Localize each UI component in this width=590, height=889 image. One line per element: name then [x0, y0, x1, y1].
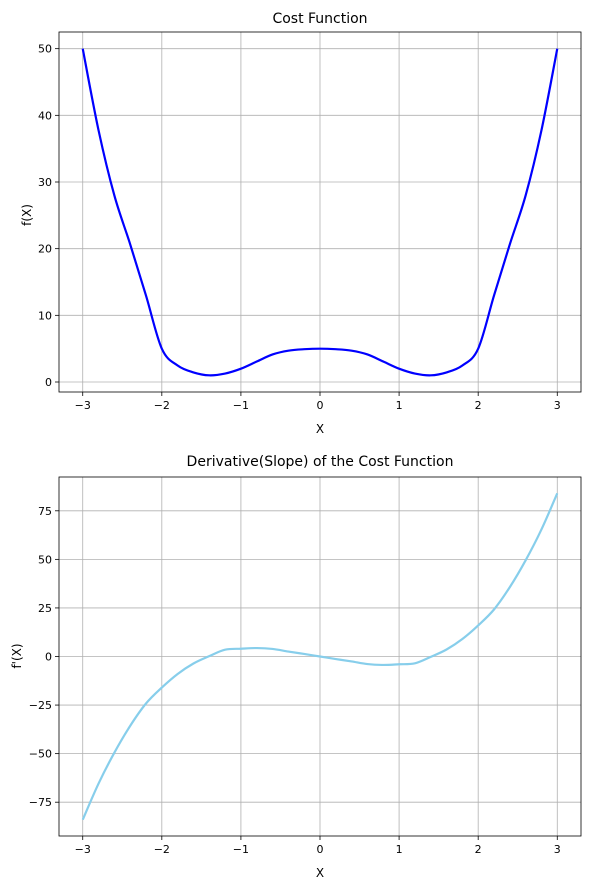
cost-function-chart: −3 −2 −1 0 1 2 3 0 10 20 30 40 50 Cost Function X f… — [20, 11, 582, 436]
cost-series-line — [81, 48, 559, 377]
cost-x-ticks: −3 −2 −1 0 1 2 3 — [75, 392, 561, 412]
cost-y-tick-label: 0 — [45, 376, 52, 389]
derivative-y-axis-label: f'(X) — [10, 643, 24, 668]
derivative-series-line — [81, 492, 559, 821]
cost-axes-frame — [58, 31, 582, 393]
cost-y-tick-label: 40 — [38, 109, 52, 122]
derivative-x-tick-label: 2 — [475, 843, 482, 856]
cost-grid — [59, 32, 581, 392]
derivative-y-tick-label: −50 — [29, 748, 52, 761]
cost-x-tick-label: 0 — [317, 399, 324, 412]
derivative-y-tick-label: 75 — [38, 505, 52, 518]
derivative-y-ticks: −75 −50 −25 0 25 50 75 — [29, 505, 59, 809]
cost-x-tick-label: 3 — [554, 399, 561, 412]
cost-y-tick-label: 10 — [38, 309, 52, 322]
derivative-y-tick-label: 50 — [38, 553, 52, 566]
cost-x-tick-label: 1 — [396, 399, 403, 412]
cost-x-axis-label: X — [316, 422, 324, 436]
cost-x-tick-label: −2 — [154, 399, 170, 412]
derivative-axes-frame — [58, 476, 582, 837]
derivative-y-tick-label: 25 — [38, 602, 52, 615]
cost-x-tick-label: −3 — [75, 399, 91, 412]
derivative-y-tick-label: −25 — [29, 699, 52, 712]
derivative-x-axis-label: X — [316, 866, 324, 880]
cost-y-tick-label: 30 — [38, 176, 52, 189]
derivative-chart: −3 −2 −1 0 1 2 3 −75 −50 −25 0 25 50 75 Derivative(S… — [10, 454, 582, 880]
cost-y-ticks: 0 10 20 30 40 50 — [38, 43, 59, 389]
derivative-plot-area — [81, 492, 559, 821]
cost-x-tick-label: −1 — [233, 399, 249, 412]
cost-x-tick-label: 2 — [475, 399, 482, 412]
derivative-x-tick-label: −2 — [154, 843, 170, 856]
derivative-chart-title: Derivative(Slope) of the Cost Function — [187, 454, 454, 470]
cost-y-tick-label: 20 — [38, 243, 52, 256]
cost-y-tick-label: 50 — [38, 43, 52, 56]
derivative-y-tick-label: 0 — [45, 651, 52, 664]
cost-chart-title: Cost Function — [272, 11, 367, 27]
derivative-x-tick-label: 0 — [317, 843, 324, 856]
cost-y-axis-label: f(X) — [20, 204, 34, 226]
derivative-x-tick-label: −3 — [75, 843, 91, 856]
derivative-x-tick-label: 1 — [396, 843, 403, 856]
cost-plot-area — [81, 48, 559, 377]
derivative-x-tick-label: −1 — [233, 843, 249, 856]
derivative-y-tick-label: −75 — [29, 796, 52, 809]
derivative-x-tick-label: 3 — [554, 843, 561, 856]
derivative-x-ticks: −3 −2 −1 0 1 2 3 — [75, 836, 561, 856]
